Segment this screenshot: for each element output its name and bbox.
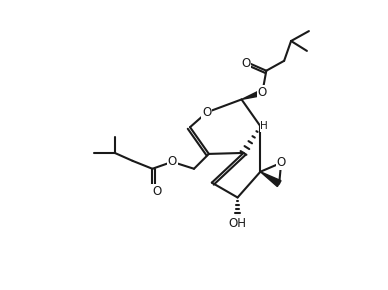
Text: OH: OH (229, 217, 247, 230)
Polygon shape (260, 172, 281, 186)
Text: O: O (277, 156, 286, 169)
Text: O: O (152, 185, 162, 197)
Text: H: H (260, 121, 268, 131)
Text: O: O (202, 106, 211, 119)
Text: O: O (241, 57, 251, 70)
Text: O: O (258, 86, 267, 99)
Polygon shape (242, 90, 263, 99)
Text: O: O (168, 155, 177, 168)
